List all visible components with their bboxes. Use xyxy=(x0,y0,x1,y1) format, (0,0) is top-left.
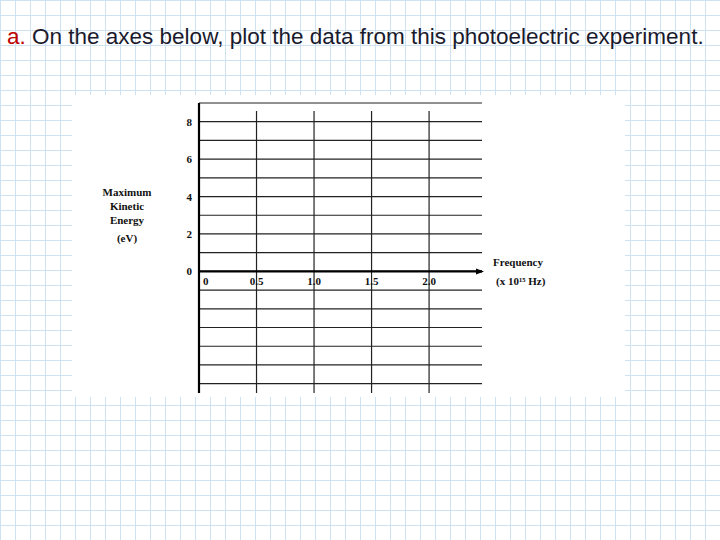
x-tick-label: 1.5 xyxy=(365,275,379,287)
y-axis-label: Energy xyxy=(110,214,145,226)
minor-grid-line xyxy=(199,215,482,216)
x-axis-label: (x 10¹⁵ Hz) xyxy=(496,275,546,288)
y-axis xyxy=(198,103,200,393)
minor-grid-line xyxy=(199,252,482,253)
y-tick-label: 2 xyxy=(187,228,193,240)
part-label: a. xyxy=(7,24,26,49)
grid-line xyxy=(313,111,314,393)
grid-line xyxy=(199,159,482,160)
x-axis xyxy=(199,270,482,272)
grid-line xyxy=(199,233,482,234)
chart: 0 2 4 6 8 0 0.5 1.0 1.5 2.0 Maximum Kinetic Energy (e… xyxy=(0,0,720,540)
x-tick-label: 2.0 xyxy=(422,275,436,287)
grid-line xyxy=(371,111,372,393)
minor-grid-line xyxy=(199,308,482,309)
x-tick-label: 1.0 xyxy=(307,275,321,287)
instruction: On the axes below, plot the data from th… xyxy=(26,24,704,49)
grid-line xyxy=(256,111,257,393)
y-axis-label: Kinetic xyxy=(110,200,144,212)
y-axis-label: (eV) xyxy=(117,232,137,245)
minor-grid-line xyxy=(199,327,482,328)
grid-line xyxy=(428,111,429,393)
x-tick-label: 0 xyxy=(203,275,209,287)
y-tick-label: 0 xyxy=(187,265,193,277)
axis-arrow xyxy=(476,268,484,274)
minor-grid-line xyxy=(199,346,482,347)
grid-line xyxy=(199,196,482,197)
heading: a. On the axes below, plot the data from… xyxy=(7,22,719,52)
minor-grid-line xyxy=(199,177,482,178)
minor-grid-line xyxy=(199,364,482,365)
minor-grid-line xyxy=(199,289,482,290)
y-tick-label: 8 xyxy=(187,116,193,128)
y-tick-label: 4 xyxy=(187,191,193,203)
minor-grid-line xyxy=(199,102,482,103)
x-tick-label: 0.5 xyxy=(250,275,264,287)
minor-grid-line xyxy=(199,383,482,384)
grid-line xyxy=(199,121,482,122)
y-axis-label: Maximum xyxy=(103,186,152,198)
grid-line xyxy=(199,271,482,272)
minor-grid-line xyxy=(199,140,482,141)
x-axis-label: Frequency xyxy=(493,256,543,268)
y-tick-label: 6 xyxy=(187,153,193,165)
